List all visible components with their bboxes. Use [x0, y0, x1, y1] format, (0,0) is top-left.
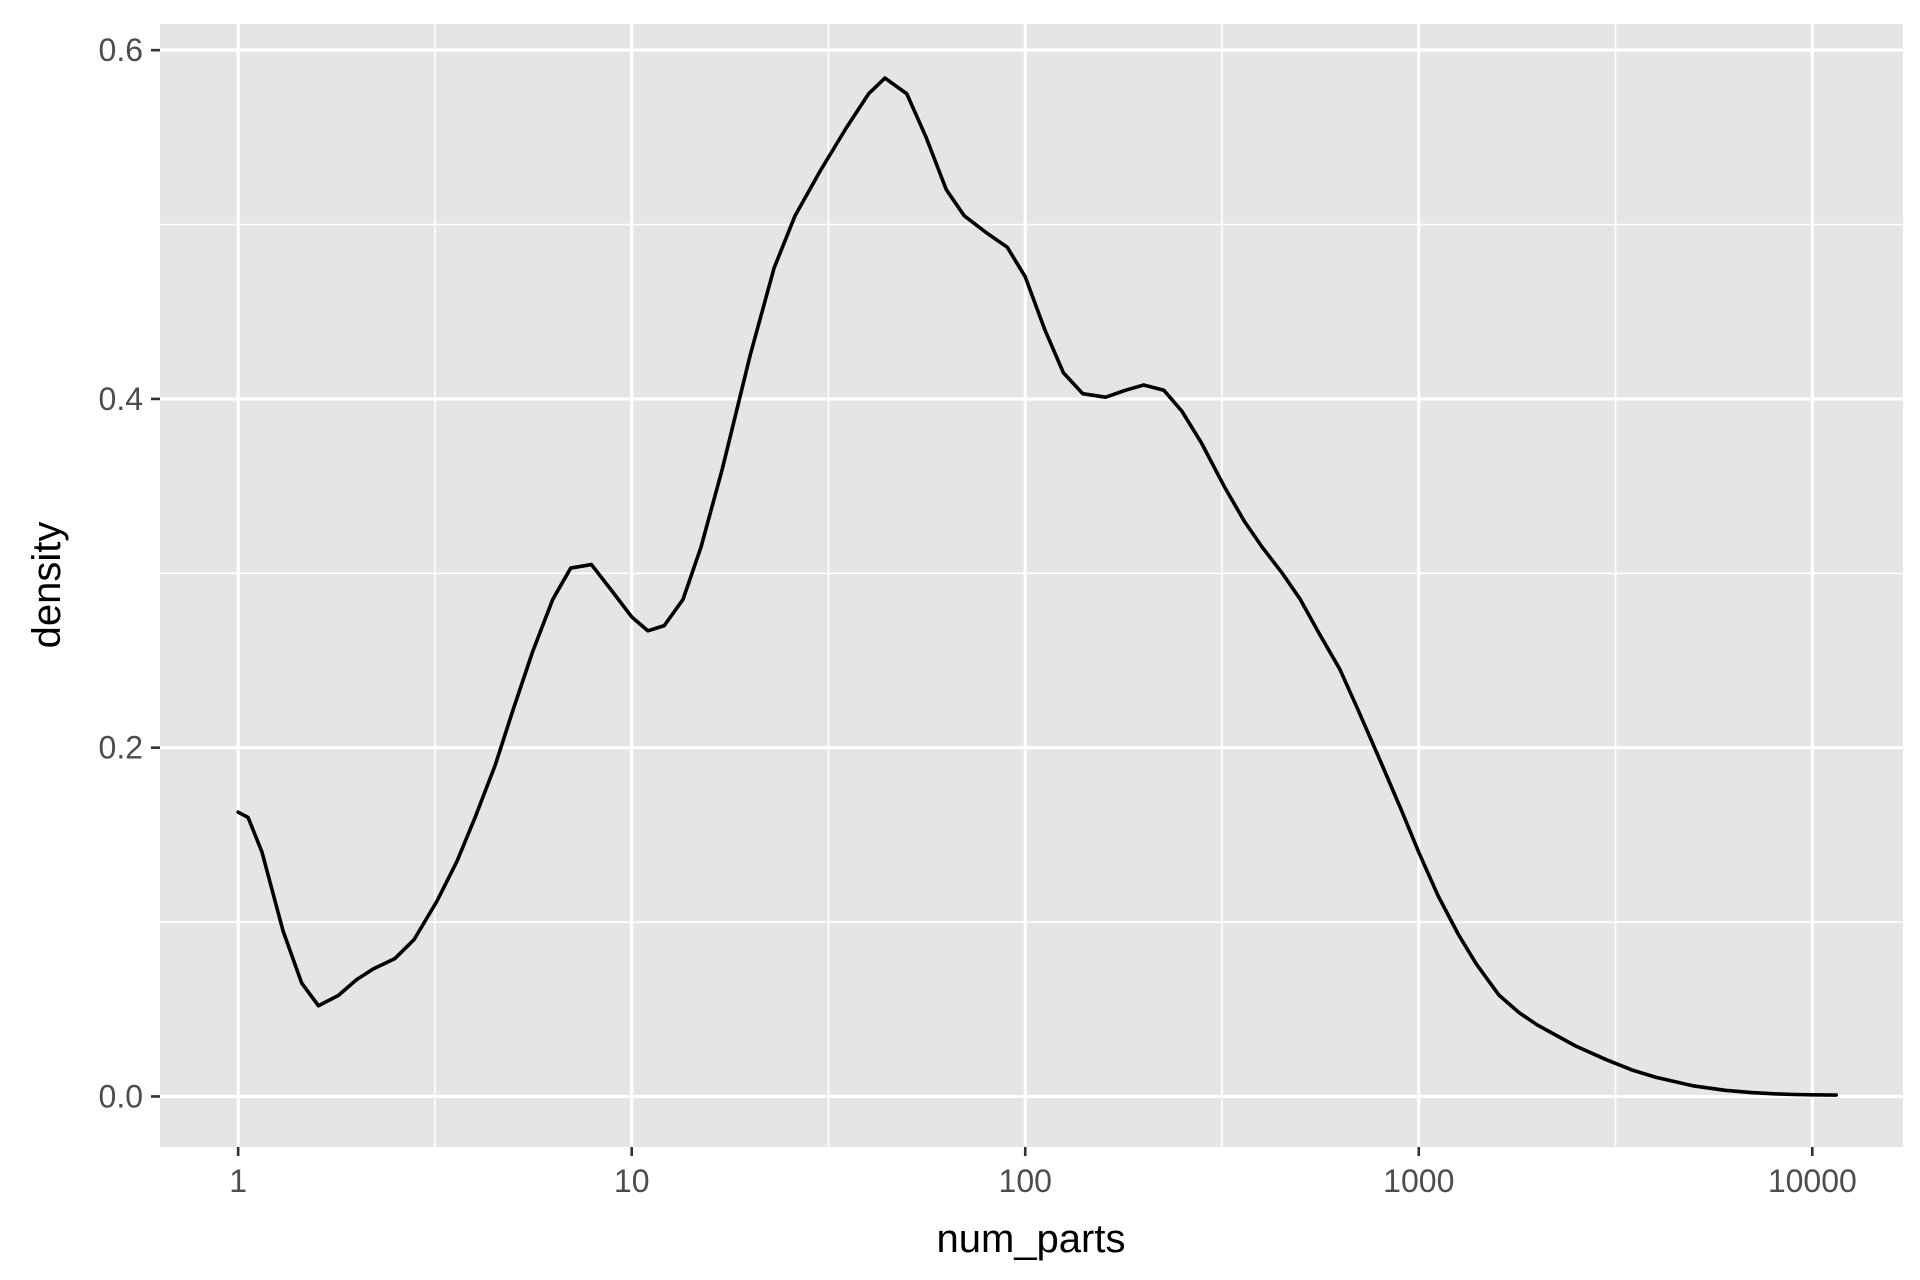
y-tick-label: 0.4	[99, 381, 143, 417]
density-curve	[236, 76, 1838, 1097]
y-tick-label: 0.6	[99, 32, 143, 68]
x-axis-title: num_parts	[937, 1217, 1126, 1261]
x-tick-label: 1	[229, 1163, 247, 1199]
major-gridlines	[160, 24, 1903, 1147]
x-tick-label: 10000	[1768, 1163, 1857, 1199]
x-tick-label: 10	[614, 1163, 650, 1199]
y-tick-label: 0.0	[99, 1078, 143, 1114]
density-line-layer	[236, 76, 1838, 1097]
y-tick-label: 0.2	[99, 730, 143, 766]
x-tick-label: 1000	[1383, 1163, 1454, 1199]
y-axis: 0.0 0.2 0.4 0.6	[99, 32, 160, 1114]
y-axis-title: density	[25, 522, 69, 649]
x-axis: 1 10 100 1000 10000	[229, 1147, 1857, 1199]
plot-panel	[160, 24, 1903, 1147]
x-tick-label: 100	[999, 1163, 1052, 1199]
minor-gridlines	[160, 24, 1903, 1147]
